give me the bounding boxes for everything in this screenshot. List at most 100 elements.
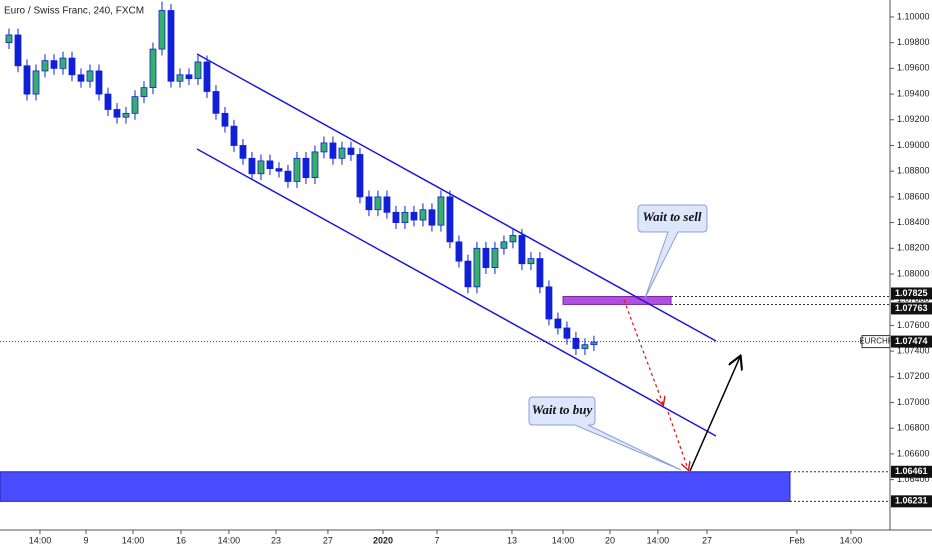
y-tick-label: 1.08400 <box>897 217 930 227</box>
x-tick-label: 14:00 <box>29 535 52 545</box>
candle-body <box>293 157 301 182</box>
candle-body <box>545 286 553 320</box>
x-tick-label: 16 <box>176 535 186 545</box>
candle-body <box>185 74 193 80</box>
candle-body <box>275 168 283 172</box>
symbol-label-bg <box>861 335 891 349</box>
x-tick-label: 14:00 <box>840 535 863 545</box>
candle-body <box>473 247 481 288</box>
candle-body <box>590 341 598 346</box>
candle-body <box>194 61 202 80</box>
candle-body <box>302 157 310 179</box>
candle-body <box>239 145 247 159</box>
x-tick-label: 9 <box>84 535 89 545</box>
candle-body <box>221 112 229 127</box>
level-label: 1.06461 <box>895 466 928 476</box>
candle-body <box>140 87 148 98</box>
callout-sell <box>637 204 708 299</box>
candle-body <box>257 160 265 175</box>
candle-body <box>581 344 589 349</box>
y-tick-label: 1.07000 <box>897 397 930 407</box>
candle-body <box>311 151 319 179</box>
y-tick-label: 1.08600 <box>897 191 930 201</box>
y-tick-label: 1.07600 <box>897 320 930 330</box>
candle-body <box>203 61 211 92</box>
candle-body <box>50 60 58 69</box>
candle-body <box>338 147 346 159</box>
candle-body <box>320 142 328 153</box>
arrow-down-1 <box>623 299 663 404</box>
x-tick-label: 27 <box>323 535 333 545</box>
chart-title: Euro / Swiss Franc, 240, FXCM <box>4 6 144 17</box>
y-tick-label: 1.06600 <box>897 448 930 458</box>
candle-body <box>464 260 472 288</box>
callout-buy-text: Wait to buy <box>532 402 593 417</box>
x-tick-label: 23 <box>271 535 281 545</box>
candle-body <box>500 241 508 249</box>
candle-body <box>176 74 184 82</box>
y-tick-label: 1.09800 <box>897 37 930 47</box>
candle-body <box>437 196 445 226</box>
callout-sell-text: Wait to sell <box>643 209 702 224</box>
candle-body <box>284 170 292 182</box>
candle-body <box>266 160 274 170</box>
candle-body <box>59 57 67 69</box>
candle-body <box>122 112 130 118</box>
candle-body <box>572 337 580 349</box>
candle-body <box>563 327 571 339</box>
y-tick-label: 1.10000 <box>897 11 930 21</box>
time-axis <box>0 530 932 550</box>
candle-body <box>14 34 22 67</box>
price-axis <box>890 0 932 550</box>
x-tick-label: 13 <box>507 535 517 545</box>
symbol-label: EURCHF <box>859 337 892 346</box>
arrow-down-2 <box>667 411 688 469</box>
level-label-bg <box>891 287 932 300</box>
candle-body <box>509 235 517 243</box>
candle-body <box>104 93 112 110</box>
y-tick-label: 1.06800 <box>897 423 930 433</box>
candle-body <box>158 10 166 50</box>
candle-body <box>113 109 121 118</box>
candle-body <box>392 211 400 223</box>
x-tick-label: 20 <box>605 535 615 545</box>
x-tick-label: 27 <box>702 535 712 545</box>
candle-body <box>482 247 490 268</box>
candle-body <box>167 10 175 82</box>
candle-body <box>95 70 103 95</box>
y-tick-label: 1.08200 <box>897 243 930 253</box>
candle-body <box>518 235 526 265</box>
candle-body <box>374 196 382 211</box>
candle-body <box>68 57 76 76</box>
candle-body <box>527 258 535 265</box>
candle-body <box>149 48 157 89</box>
candle-body <box>41 60 49 72</box>
y-tick-label: 1.07400 <box>897 345 930 355</box>
candle-body <box>365 196 373 211</box>
candle-body <box>446 196 454 243</box>
x-tick-label: 14:00 <box>218 535 241 545</box>
candle-body <box>455 241 463 262</box>
candle-body <box>347 147 355 155</box>
candle-body <box>212 91 220 114</box>
level-label: 1.07825 <box>895 288 928 298</box>
candle-body <box>32 70 40 95</box>
candle-body <box>23 65 31 95</box>
candle-body <box>131 96 139 114</box>
x-tick-label: Feb <box>789 535 805 545</box>
x-tick-label: 14:00 <box>552 535 575 545</box>
candle-body <box>77 74 85 82</box>
last-price-label: 1.07474 <box>895 336 928 346</box>
y-tick-label: 1.07200 <box>897 371 930 381</box>
y-tick-label: 1.08000 <box>897 268 930 278</box>
level-label: 1.07763 <box>895 303 928 313</box>
candle-body <box>536 258 544 288</box>
level-label-bg <box>891 302 932 315</box>
sell-zone <box>562 295 672 305</box>
candle-body <box>356 154 364 198</box>
candle-body <box>410 211 418 221</box>
candle-body <box>86 70 94 82</box>
candle-body <box>554 318 562 329</box>
y-tick-label: 1.09000 <box>897 140 930 150</box>
